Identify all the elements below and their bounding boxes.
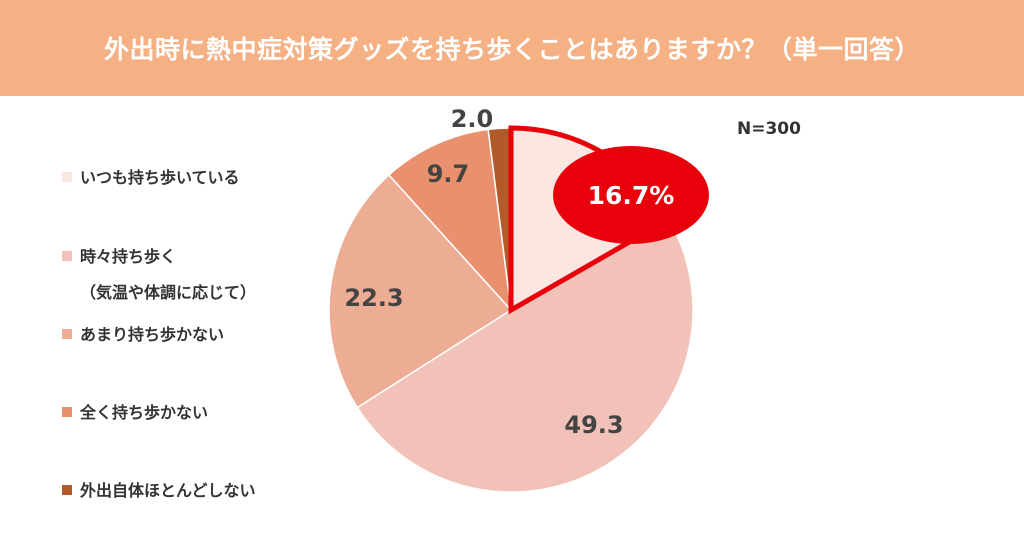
callout-ellipse [553,146,709,244]
legend-item-rarely-go-out: 外出自体ほとんどしない [62,477,256,501]
sample-size-label: N=300 [737,119,801,139]
legend-label-sometimes-line1: 時々持ち歩く [80,247,177,266]
highlight-callout: 16.7% [553,146,709,244]
data-label-rarely: 22.3 [344,284,403,312]
pie-slice-never [387,128,513,313]
legend-swatch-always [62,172,72,182]
data-label-rarely-go-out: 2.0 [451,105,494,133]
slice-labels: 49.3 22.3 9.7 2.0 [344,105,623,439]
data-label-sometimes: 49.3 [564,411,623,439]
legend-item-always: いつも持ち歩いている [62,164,240,188]
legend-item-never: 全く持ち歩かない [62,399,208,423]
legend-label-sometimes-line2: （気温や体調に応じて） [80,283,257,302]
pie-slice-sometimes [356,218,694,493]
legend-label-rarely-go-out: 外出自体ほとんどしない [80,481,256,500]
legend-item-rarely: あまり持ち歩かない [62,321,224,345]
legend-label-rarely: あまり持ち歩かない [80,325,225,344]
data-label-always: 16.7% [588,181,675,210]
data-label-never: 9.7 [427,160,470,188]
legend-item-sometimes: 時々持ち歩く （気温や体調に応じて） [62,243,256,303]
pie-slice-rarely [328,173,513,409]
legend-label-never: 全く持ち歩かない [80,403,209,422]
legend-swatch-sometimes [62,251,72,261]
header-banner: 外出時に熱中症対策グッズを持ち歩くことはありますか？（単一回答） [0,0,1024,96]
legend-label-always: いつも持ち歩いている [80,168,240,187]
chart-title: 外出時に熱中症対策グッズを持ち歩くことはありますか？（単一回答） [103,35,920,64]
legend-swatch-rarely-go-out [62,485,72,495]
legend-swatch-never [62,407,72,417]
legend-swatch-rarely [62,329,72,339]
